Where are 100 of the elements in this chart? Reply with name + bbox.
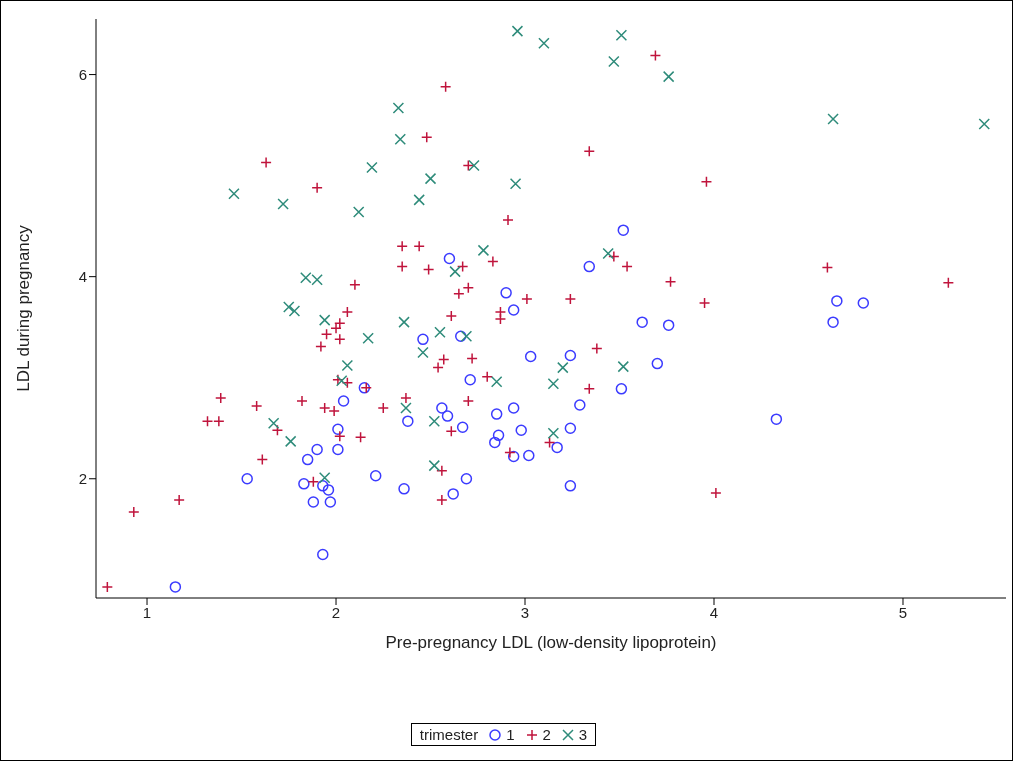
point	[857, 297, 870, 309]
x-axis-title: Pre-pregnancy LDL (low-density lipoprotein)	[385, 633, 717, 653]
point	[322, 484, 335, 496]
point	[464, 373, 476, 386]
point	[564, 349, 577, 362]
legend-label: 1	[506, 726, 515, 743]
point	[636, 316, 648, 328]
point	[428, 415, 441, 427]
point	[267, 417, 280, 429]
point	[507, 304, 520, 316]
x-tick-label: 5	[898, 603, 908, 621]
point	[617, 360, 630, 373]
x-tick-label: 2	[331, 603, 341, 621]
point	[228, 188, 240, 200]
point	[307, 496, 320, 508]
point	[332, 423, 344, 435]
point	[398, 483, 410, 495]
point	[443, 252, 456, 265]
point	[477, 244, 490, 257]
point	[301, 453, 314, 466]
point	[366, 161, 378, 174]
point	[662, 70, 675, 83]
point	[284, 435, 297, 448]
point	[424, 172, 437, 185]
x-tick-label: 4	[709, 603, 719, 621]
legend-title: trimester	[419, 726, 479, 743]
point	[417, 333, 429, 346]
point	[394, 133, 407, 145]
y-tick-label: 6	[78, 65, 87, 83]
point	[492, 429, 505, 442]
point	[608, 55, 620, 68]
point	[524, 350, 537, 363]
point	[241, 473, 253, 485]
point	[413, 194, 425, 206]
point	[538, 37, 550, 49]
x-tick-label: 1	[142, 603, 152, 621]
point	[489, 436, 501, 449]
point	[441, 410, 454, 422]
point	[827, 113, 839, 125]
point	[398, 316, 410, 328]
point	[515, 424, 527, 437]
point	[428, 459, 441, 472]
point	[523, 449, 535, 462]
point	[417, 346, 429, 359]
point	[509, 177, 522, 190]
point	[507, 450, 520, 463]
y-tick-label: 4	[78, 268, 87, 285]
point	[827, 316, 839, 328]
legend-label: 2	[542, 726, 551, 743]
point	[352, 206, 365, 218]
point	[434, 326, 446, 338]
point	[564, 480, 577, 492]
point	[341, 359, 354, 372]
point	[547, 427, 560, 440]
point	[468, 159, 480, 172]
point	[449, 265, 461, 278]
point	[615, 383, 628, 395]
point	[436, 402, 448, 414]
point	[369, 469, 382, 482]
point	[324, 496, 337, 508]
point	[318, 472, 331, 484]
y-tick-label: 2	[78, 470, 87, 488]
point	[460, 330, 473, 343]
point	[392, 102, 405, 114]
point	[547, 378, 560, 390]
point	[500, 287, 512, 299]
point	[277, 198, 289, 210]
point	[564, 422, 577, 434]
point	[337, 395, 350, 407]
point	[400, 402, 412, 414]
point	[335, 375, 348, 387]
point	[362, 332, 374, 345]
point	[456, 421, 469, 433]
point	[317, 548, 329, 561]
point	[662, 319, 675, 331]
point	[402, 415, 414, 427]
point	[317, 480, 329, 492]
point	[615, 29, 628, 41]
point	[283, 301, 295, 313]
point	[583, 260, 596, 273]
point	[831, 295, 843, 307]
point	[447, 488, 459, 500]
point	[511, 25, 524, 37]
point	[460, 473, 473, 485]
point	[651, 357, 664, 370]
point	[169, 581, 182, 593]
point	[332, 443, 344, 456]
point	[311, 443, 323, 456]
legend-label: 3	[578, 726, 588, 743]
point	[574, 399, 586, 411]
point	[770, 413, 783, 425]
y-axis-title: LDL during pregnancy	[14, 224, 34, 392]
point	[978, 118, 991, 130]
point	[288, 305, 301, 317]
point	[551, 441, 563, 454]
x-tick-label: 3	[520, 603, 530, 621]
point	[617, 224, 630, 236]
point	[490, 376, 503, 388]
point	[507, 402, 520, 414]
point	[455, 330, 467, 343]
